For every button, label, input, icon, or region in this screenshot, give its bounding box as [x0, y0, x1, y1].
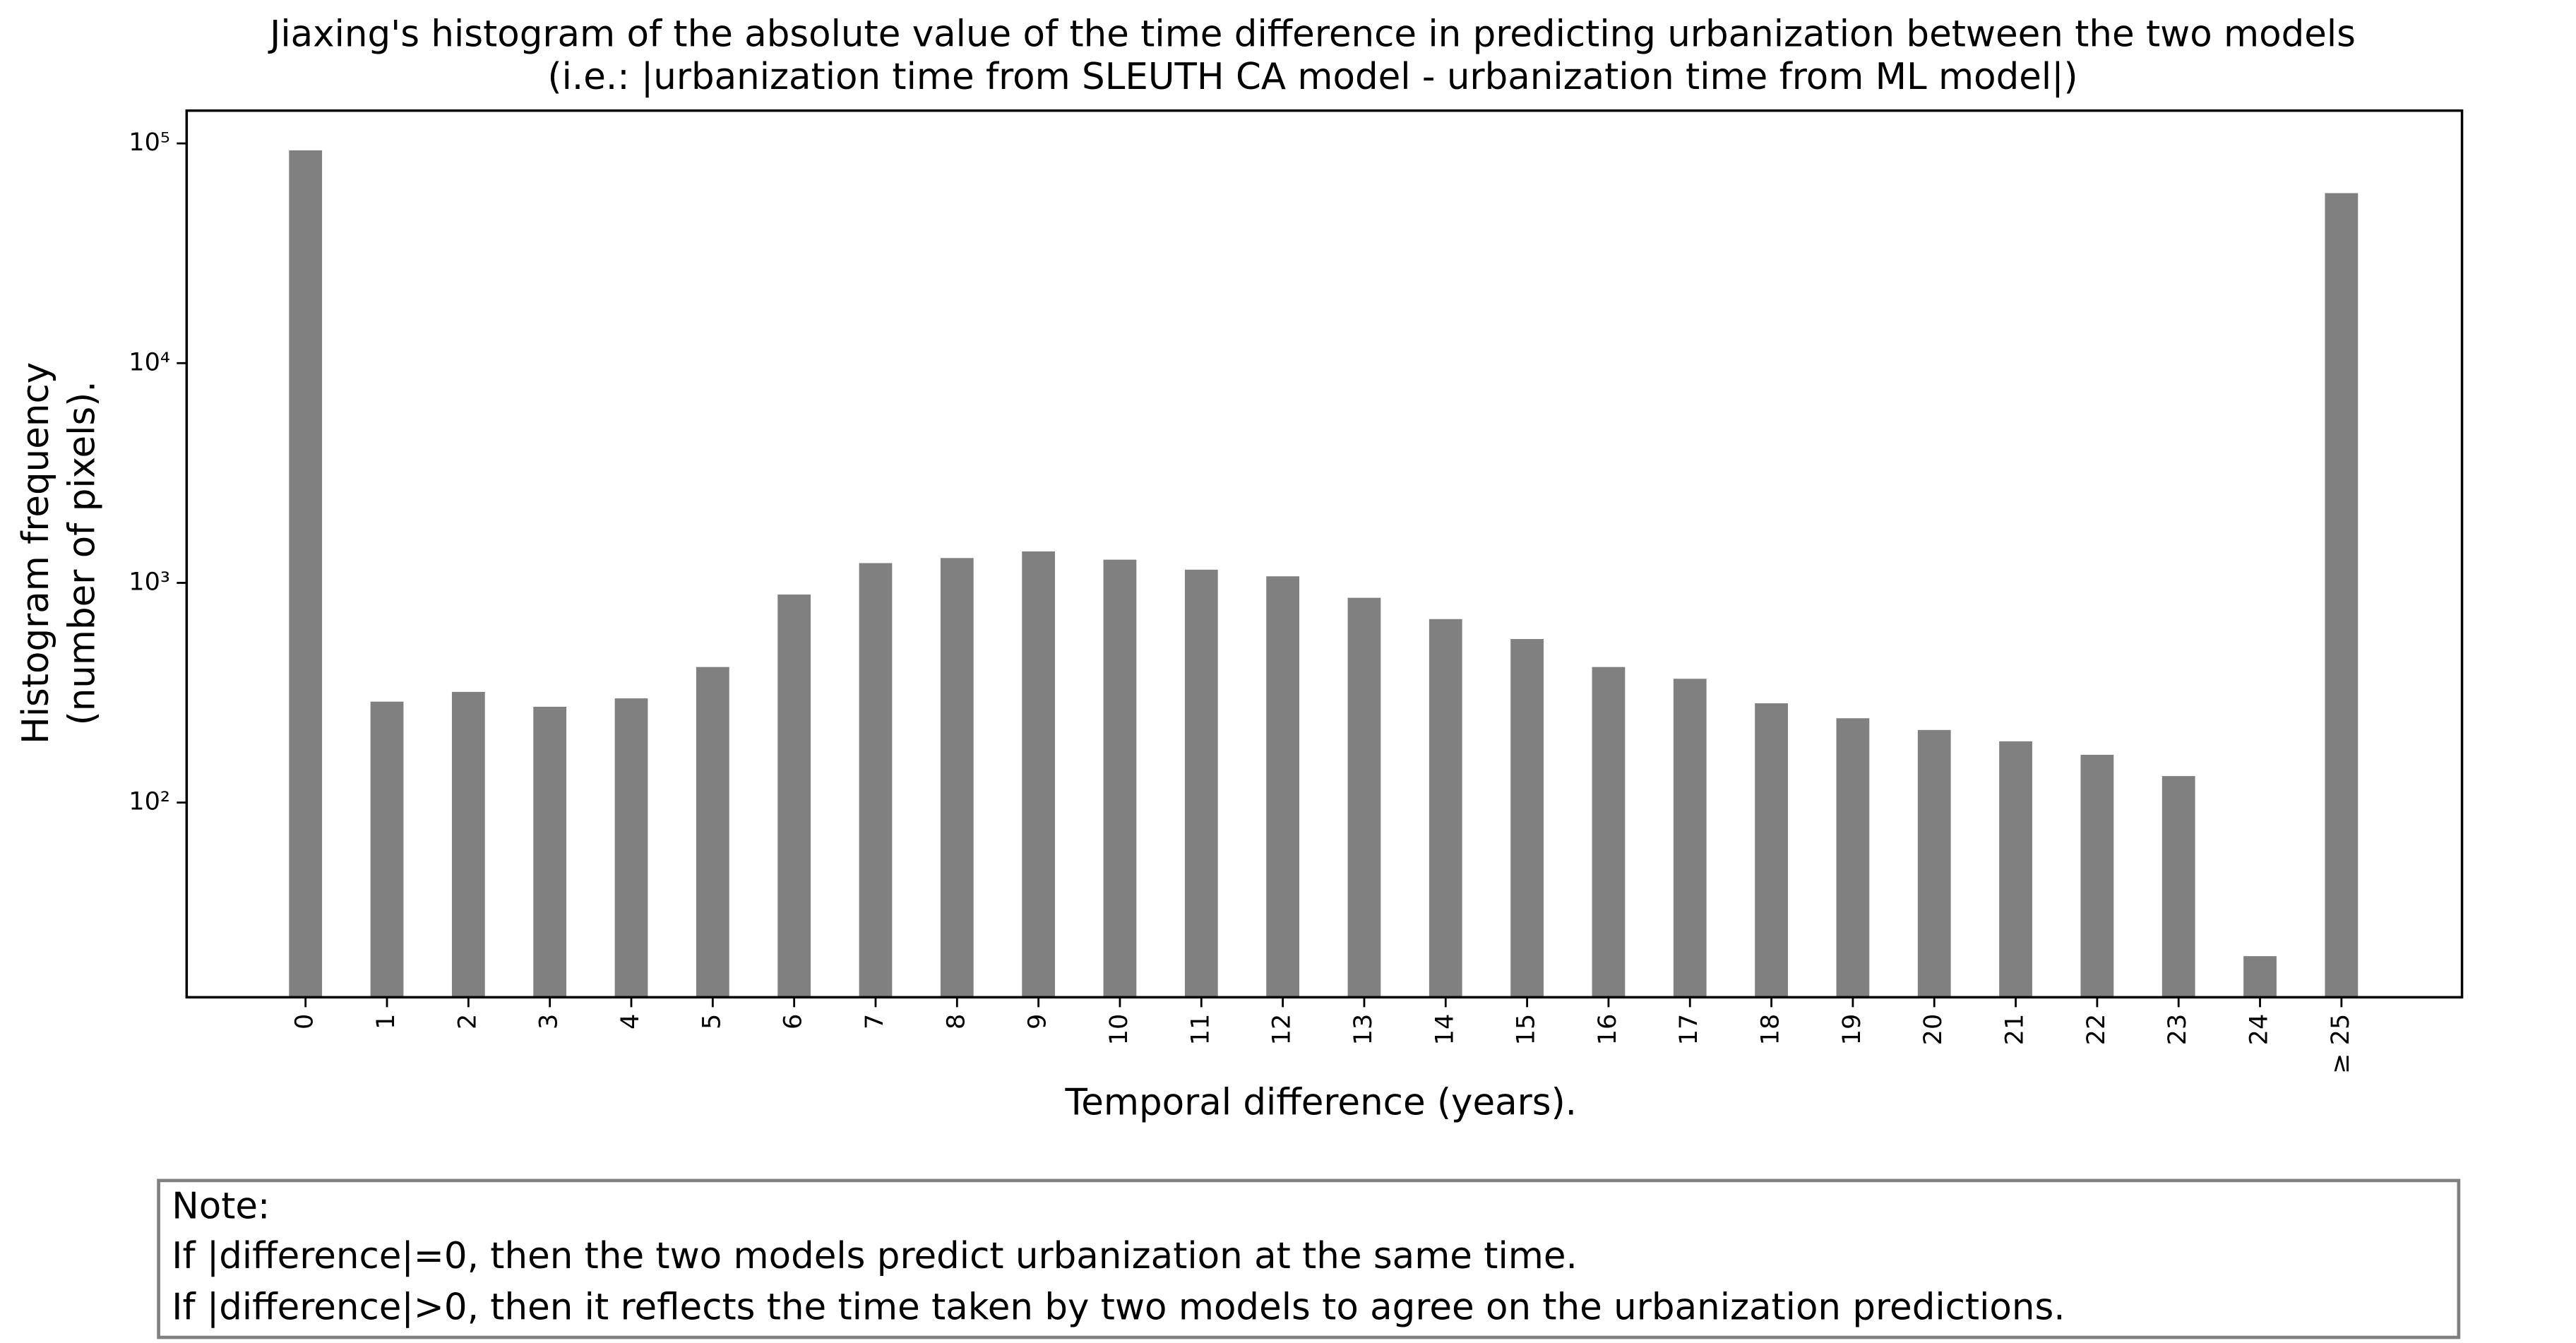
y-tick-label: 10⁵: [129, 128, 170, 157]
x-tick-label: 8: [941, 1014, 970, 1029]
y-tick-label: 10⁴: [129, 347, 170, 376]
bar: [1836, 718, 1870, 998]
axes-frame: [185, 109, 2464, 999]
bar: [1347, 597, 1381, 998]
bar: [940, 558, 974, 998]
bar: [777, 594, 811, 998]
bar: [2161, 776, 2195, 998]
x-tick-label: 5: [697, 1014, 726, 1029]
bar: [289, 150, 323, 998]
y-axis-label: (number of pixels).: [61, 381, 103, 725]
x-tick-label: 2: [453, 1014, 482, 1029]
bar: [696, 667, 729, 998]
bar: [1266, 576, 1299, 998]
x-tick-label: 18: [1756, 1014, 1785, 1046]
chart-title: Jiaxing's histogram of the absolute valu…: [268, 13, 2356, 55]
x-tick-label: 6: [779, 1014, 808, 1029]
bar: [1592, 667, 1626, 998]
x-tick-label: 13: [1349, 1014, 1378, 1046]
chart-subtitle: (i.e.: |urbanization time from SLEUTH CA…: [548, 56, 2078, 98]
x-axis-label: Temporal difference (years).: [1065, 1081, 1577, 1123]
x-tick-label: 3: [535, 1014, 564, 1029]
x-tick-label: 12: [1268, 1014, 1296, 1046]
y-tick-label: 10³: [129, 567, 170, 596]
bar: [1917, 729, 1951, 998]
bar: [2325, 193, 2359, 998]
x-tick-label: 17: [1674, 1014, 1703, 1046]
x-tick-label: 7: [860, 1014, 889, 1029]
bar: [859, 563, 893, 998]
bar: [1510, 639, 1544, 998]
x-tick-label: 11: [1186, 1014, 1215, 1046]
x-tick-label: 23: [2163, 1014, 2192, 1046]
bar: [2080, 754, 2114, 998]
x-tick-label: 0: [290, 1014, 319, 1029]
bar: [2243, 956, 2277, 998]
y-tick-label: 10²: [129, 787, 170, 816]
x-tick-label: 19: [1837, 1014, 1866, 1046]
x-tick-label: 10: [1104, 1014, 1133, 1046]
x-tick-label: 21: [2000, 1014, 2029, 1046]
note-text: If |difference|=0, then the two models p…: [172, 1235, 1578, 1277]
x-tick-label: 20: [1919, 1014, 1948, 1046]
note-text: Note:: [172, 1186, 270, 1228]
bar: [1429, 619, 1462, 998]
bar: [1755, 703, 1788, 998]
bar: [1184, 569, 1218, 998]
y-axis-label: Histogram frequency: [15, 362, 57, 744]
bar: [614, 698, 648, 998]
bar: [1999, 741, 2032, 998]
bar: [1022, 551, 1056, 998]
x-tick-label: 15: [1512, 1014, 1541, 1046]
x-tick-label: 22: [2082, 1014, 2111, 1046]
x-tick-label: ≥ 25: [2326, 1014, 2355, 1074]
bar: [1673, 679, 1707, 998]
note-text: If |difference|>0, then it reflects the …: [172, 1286, 2065, 1328]
bar: [370, 701, 404, 998]
x-tick-label: 24: [2245, 1014, 2274, 1046]
bar: [451, 691, 485, 998]
x-tick-label: 9: [1023, 1014, 1052, 1029]
bar: [533, 706, 567, 998]
x-tick-label: 1: [371, 1014, 400, 1029]
x-tick-label: 16: [1593, 1014, 1622, 1046]
bar: [1103, 559, 1137, 998]
x-tick-label: 4: [616, 1014, 645, 1029]
x-tick-label: 14: [1430, 1014, 1459, 1046]
note-box: [157, 1178, 2461, 1339]
